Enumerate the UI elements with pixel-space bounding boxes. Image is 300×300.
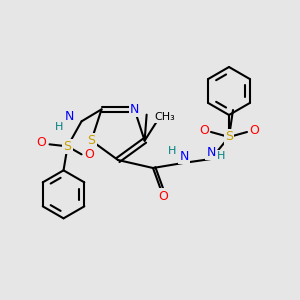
Text: N: N bbox=[130, 103, 139, 116]
Text: O: O bbox=[37, 136, 46, 149]
Text: O: O bbox=[85, 148, 94, 161]
Text: N: N bbox=[206, 146, 216, 158]
Text: H: H bbox=[168, 146, 176, 156]
Text: O: O bbox=[199, 124, 209, 136]
Text: O: O bbox=[158, 190, 168, 202]
Text: N: N bbox=[179, 149, 189, 163]
Text: S: S bbox=[225, 130, 233, 143]
Text: H: H bbox=[217, 151, 225, 161]
Text: H: H bbox=[56, 122, 64, 132]
Text: S: S bbox=[87, 134, 95, 147]
Text: CH₃: CH₃ bbox=[154, 112, 175, 122]
Text: O: O bbox=[249, 124, 259, 136]
Text: S: S bbox=[64, 140, 71, 153]
Text: N: N bbox=[65, 110, 74, 123]
